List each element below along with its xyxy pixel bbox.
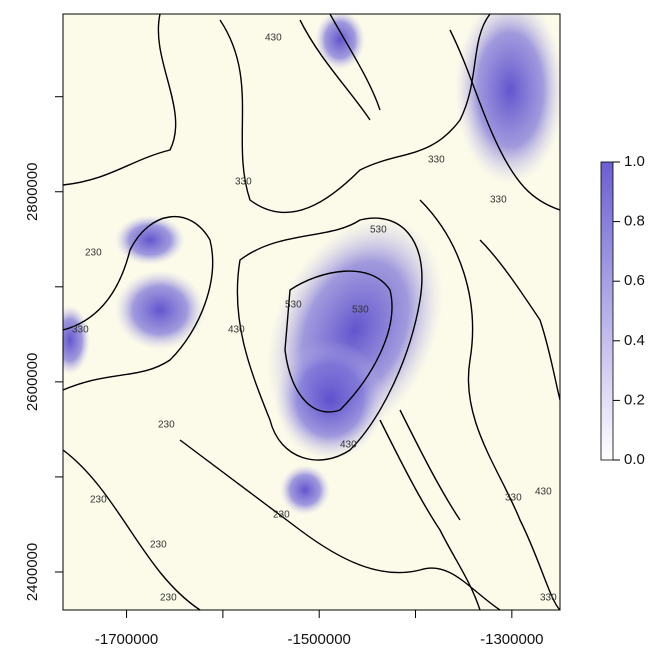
x-tick-label: -1500000 xyxy=(288,631,351,648)
contour-label: 530 xyxy=(370,225,387,236)
colorbar-tick-label: 0.0 xyxy=(624,451,645,468)
y-tick-label: 2800000 xyxy=(24,163,41,221)
colorbar-tick-label: 0.6 xyxy=(624,272,645,289)
x-tick-label: -1700000 xyxy=(95,631,158,648)
colorbar-tick-label: 0.8 xyxy=(624,213,645,230)
colorbar-tick-label: 0.4 xyxy=(624,332,645,349)
contour-label: 430 xyxy=(535,487,552,498)
y-tick-label: 2400000 xyxy=(24,543,41,601)
contour-label: 230 xyxy=(158,420,175,431)
contour-label: 330 xyxy=(490,195,507,206)
density-layer xyxy=(63,14,560,515)
contour-label: 230 xyxy=(273,510,290,521)
contour-label: 530 xyxy=(285,300,302,311)
contour-label: 430 xyxy=(340,440,357,451)
contour-label: 230 xyxy=(160,593,177,604)
contour-label: 430 xyxy=(265,33,282,44)
contour-label: 230 xyxy=(150,540,167,551)
y-tick-label: 2600000 xyxy=(24,353,41,411)
x-tick-label: -1300000 xyxy=(480,631,543,648)
contour-label: 330 xyxy=(235,177,252,188)
contour-label: 530 xyxy=(352,305,369,316)
contour-label: 230 xyxy=(85,248,102,259)
contour-label: 330 xyxy=(428,155,445,166)
contour-lines xyxy=(63,14,560,610)
contour-label: 230 xyxy=(90,495,107,506)
plot-frame xyxy=(62,13,561,611)
colorbar-tick-label: 0.2 xyxy=(624,391,645,408)
contour-label: 430 xyxy=(228,325,245,336)
colorbar xyxy=(600,161,614,461)
colorbar-tick-label: 1.0 xyxy=(624,153,645,170)
contour-label: 330 xyxy=(505,493,522,504)
contour-label: 330 xyxy=(540,593,557,604)
contour-label: 330 xyxy=(72,325,89,336)
